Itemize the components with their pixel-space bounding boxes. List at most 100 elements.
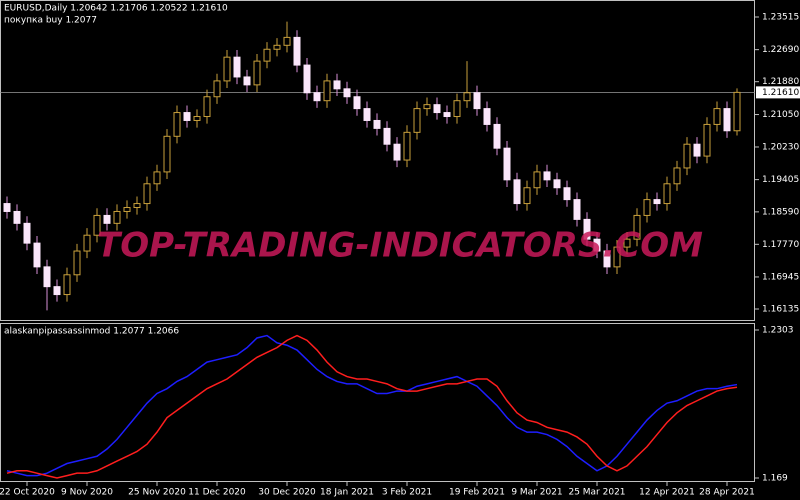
candle-body	[733, 91, 741, 132]
y-tick-label: 1.22690	[762, 45, 799, 55]
candle-body	[23, 222, 31, 244]
candle-body	[273, 44, 281, 50]
candle-body	[603, 250, 611, 268]
x-tick-label: 28 Apr 2021	[699, 488, 755, 498]
candle-body	[553, 179, 561, 189]
candle-body	[93, 214, 101, 236]
candle-body	[633, 214, 641, 240]
x-tick-label: 11 Dec 2020	[188, 488, 246, 498]
y-tick-label: 1.18590	[762, 207, 799, 217]
candle-body	[103, 214, 111, 224]
y-tick-label: 1.21050	[762, 110, 799, 120]
indicator-title: alaskanpipassassinmod 1.2077 1.2066	[4, 327, 179, 337]
main-panel-frame	[0, 0, 755, 321]
candle-body	[223, 56, 231, 82]
x-tick-label: 12 Apr 2021	[639, 488, 695, 498]
candle-body	[113, 210, 121, 224]
x-tick-label: 25 Mar 2021	[568, 488, 625, 498]
candle-body	[403, 131, 411, 161]
candle-body	[333, 80, 341, 90]
candle-body	[483, 108, 491, 125]
y-tick-label: 1.21880	[762, 77, 799, 87]
x-tick-label: 9 Nov 2020	[61, 488, 113, 498]
candle-body	[183, 112, 191, 121]
candle-body	[513, 179, 521, 205]
candle-body	[263, 48, 271, 62]
x-tick-label: 9 Mar 2021	[511, 488, 562, 498]
candle-body	[573, 199, 581, 220]
indicator-line	[6, 334, 738, 477]
x-tick-label: 25 Nov 2020	[128, 488, 186, 498]
candle-body	[293, 36, 301, 66]
candle-body	[283, 36, 291, 46]
candle-body	[443, 112, 451, 118]
candle-body	[703, 123, 711, 157]
candle-body	[433, 104, 441, 114]
candle-body	[193, 116, 201, 121]
candle-body	[643, 199, 651, 216]
candle-body	[63, 274, 71, 296]
candle-body	[373, 119, 381, 129]
candle-body	[623, 238, 631, 248]
candle-body	[413, 108, 421, 133]
candle-body	[593, 238, 601, 252]
candle-body	[213, 80, 221, 98]
candle-body	[563, 187, 571, 201]
candle-body	[133, 203, 141, 209]
last-price-label: 1.21610	[762, 88, 799, 98]
candle-body	[663, 183, 671, 205]
candle-body	[493, 123, 501, 149]
candle-body	[53, 286, 61, 296]
x-tick-label: 22 Oct 2020	[0, 488, 55, 498]
candle-body	[523, 187, 531, 205]
candle-body	[543, 171, 551, 181]
candle-body	[173, 112, 181, 137]
candle-body	[123, 207, 131, 212]
candle-body	[723, 108, 731, 132]
chart-subtitle: покупка buy 1.2077	[4, 16, 97, 26]
candle-body	[323, 80, 331, 102]
candle-body	[423, 104, 431, 110]
x-tick-label: 19 Feb 2021	[449, 488, 505, 498]
candle-body	[363, 108, 371, 121]
x-tick-label: 18 Jan 2021	[320, 488, 374, 498]
candle-body	[693, 143, 701, 157]
candle-body	[453, 100, 461, 118]
candle-body	[3, 203, 11, 212]
y-tick-label: 1.2303	[762, 326, 794, 336]
y-tick-label: 1.17770	[762, 240, 799, 250]
candle-body	[683, 143, 691, 169]
candle-body	[463, 92, 471, 102]
candle-body	[43, 266, 51, 288]
last-price-box	[756, 86, 800, 99]
y-tick-label: 1.16945	[762, 272, 799, 282]
candle-body	[203, 96, 211, 118]
candle-body	[73, 250, 81, 276]
candle-body	[83, 234, 91, 252]
candle-body	[473, 92, 481, 110]
candle-body	[713, 108, 721, 125]
y-tick-label: 1.19405	[762, 175, 799, 185]
candle-body	[33, 242, 41, 268]
candle-body	[353, 96, 361, 110]
candle-body	[233, 56, 241, 78]
y-tick-label: 1.23515	[762, 13, 799, 23]
chart-title: EURUSD,Daily 1.20642 1.21706 1.20522 1.2…	[4, 4, 228, 14]
candle-body	[303, 64, 311, 94]
candle-body	[343, 88, 351, 98]
candle-body	[383, 127, 391, 145]
candle-body	[503, 147, 511, 181]
watermark: TOP-TRADING-INDICATORS.COM	[97, 226, 703, 266]
candle-body	[153, 171, 161, 185]
y-tick-label: 1.169	[762, 474, 788, 484]
candle-body	[653, 199, 661, 205]
candle-body	[163, 135, 171, 173]
indicator-line	[6, 334, 738, 479]
candle-body	[253, 60, 261, 86]
x-tick-label: 3 Feb 2021	[382, 488, 432, 498]
candle-body	[613, 246, 621, 268]
candle-body	[673, 167, 681, 185]
sub-panel-frame	[0, 323, 755, 482]
